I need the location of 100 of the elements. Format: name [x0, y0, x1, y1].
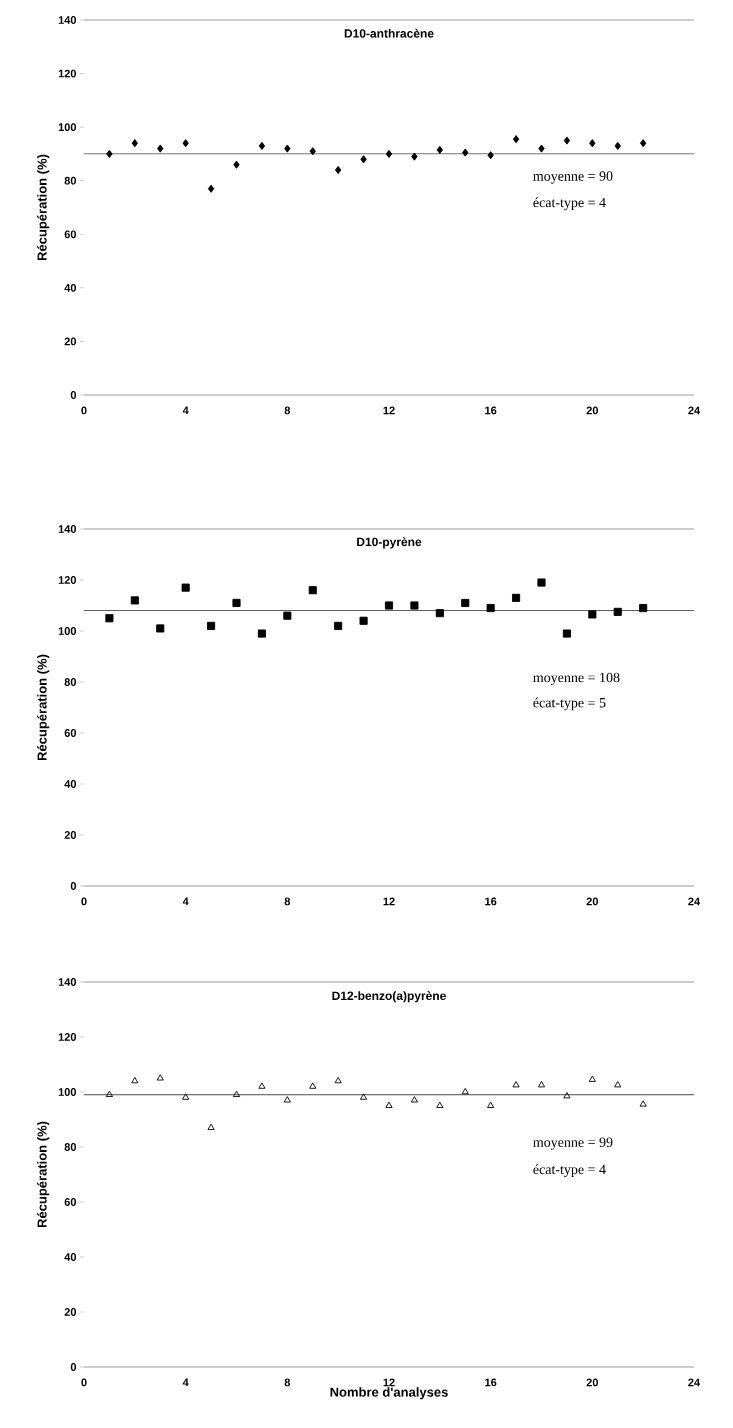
point [588, 610, 597, 619]
x-tick-label: 20 [586, 897, 598, 906]
y-tick-label: 80 [64, 176, 77, 185]
y-tick-label: 20 [64, 1308, 77, 1316]
x-tick-label: 24 [688, 1378, 701, 1387]
y-tick-label: 100 [58, 1088, 77, 1096]
point [360, 1093, 368, 1100]
y-tick-label: 0 [70, 1363, 77, 1371]
point [334, 621, 343, 630]
x-tick-label: 16 [485, 1378, 497, 1387]
point [360, 155, 367, 164]
y-tick-label: 120 [58, 69, 77, 78]
point [334, 1076, 342, 1084]
point [538, 144, 545, 153]
y-tick-label: 140 [58, 525, 77, 533]
point [435, 609, 444, 618]
y-tick-label: 80 [64, 1143, 77, 1151]
x-tick-label: 0 [81, 1378, 87, 1387]
annotation: écat-type = 4 [533, 1164, 606, 1178]
point [257, 629, 266, 638]
y-axis-title: Récupération (%) [37, 154, 50, 261]
y-tick-label: 120 [58, 1033, 77, 1041]
x-tick-label: 24 [688, 897, 701, 906]
point [385, 1101, 393, 1108]
point [283, 1096, 291, 1103]
point [258, 1082, 266, 1089]
point [232, 598, 241, 607]
y-tick-label: 40 [64, 283, 77, 292]
x-tick-label: 12 [383, 1378, 395, 1387]
point [309, 147, 316, 156]
y-tick-label: 60 [64, 230, 77, 239]
x-tick-label: 4 [182, 406, 189, 415]
point [436, 1101, 444, 1108]
x-tick-label: 4 [182, 1378, 189, 1387]
y-tick-label: 40 [64, 780, 77, 788]
point [181, 583, 190, 592]
point [461, 598, 470, 607]
point [335, 165, 342, 175]
point [384, 601, 394, 610]
point [537, 1081, 546, 1088]
x-tick-label: 16 [485, 406, 497, 415]
point [486, 604, 495, 613]
point [156, 624, 165, 633]
point [207, 621, 216, 630]
point [359, 616, 368, 625]
point [512, 135, 520, 144]
point [562, 629, 571, 638]
point [589, 139, 596, 148]
y-tick-label: 0 [70, 882, 77, 890]
point [487, 151, 494, 160]
x-tick-label: 8 [284, 897, 291, 906]
x-tick-label: 8 [284, 1378, 291, 1387]
x-tick-label: 20 [586, 406, 598, 415]
y-tick-label: 80 [64, 678, 77, 686]
annotation: moyenne = 90 [533, 171, 613, 184]
x-tick-label: 24 [688, 406, 701, 415]
point [410, 601, 419, 610]
y-tick-label: 140 [58, 978, 77, 986]
annotation: écat-type = 5 [533, 697, 606, 711]
x-tick-label: 16 [485, 897, 497, 906]
point [156, 1074, 164, 1081]
y-tick-label: 20 [64, 831, 77, 839]
point [487, 1101, 495, 1108]
point [105, 614, 114, 623]
x-tick-label: 12 [383, 406, 395, 415]
x-tick-label: 12 [383, 897, 395, 906]
y-tick-label: 100 [58, 627, 77, 635]
point [411, 152, 418, 161]
x-tick-label: 20 [586, 1378, 598, 1387]
point [613, 607, 622, 616]
point [182, 139, 189, 148]
point [462, 148, 469, 157]
y-axis-title: Récupération (%) [37, 1121, 50, 1228]
y-tick-label: 60 [64, 729, 77, 737]
annotation: moyenne = 99 [533, 1137, 613, 1150]
x-tick-label: 8 [284, 406, 291, 415]
point [410, 1096, 418, 1103]
point [614, 1081, 622, 1088]
point [258, 141, 266, 150]
x-axis-title: Nombre d'analyses [330, 1387, 448, 1400]
x-tick-label: 4 [182, 897, 189, 906]
y-tick-label: 0 [70, 391, 77, 399]
point [614, 141, 621, 150]
point [131, 1076, 139, 1084]
point [131, 139, 138, 148]
x-tick-label: 0 [81, 897, 87, 906]
point [512, 1081, 520, 1088]
point [207, 184, 215, 193]
y-axis-title: Récupération (%) [37, 654, 50, 761]
point [639, 604, 648, 613]
text: D10-pyrène [357, 537, 422, 549]
y-tick-label: 120 [58, 576, 77, 584]
point [309, 1082, 317, 1089]
point [385, 149, 393, 158]
point [232, 1090, 241, 1097]
annotation: écat-type = 4 [533, 197, 606, 211]
y-tick-label: 140 [58, 16, 77, 24]
y-tick-label: 40 [64, 1253, 77, 1261]
point [105, 1090, 113, 1097]
y-tick-label: 60 [64, 1198, 77, 1206]
